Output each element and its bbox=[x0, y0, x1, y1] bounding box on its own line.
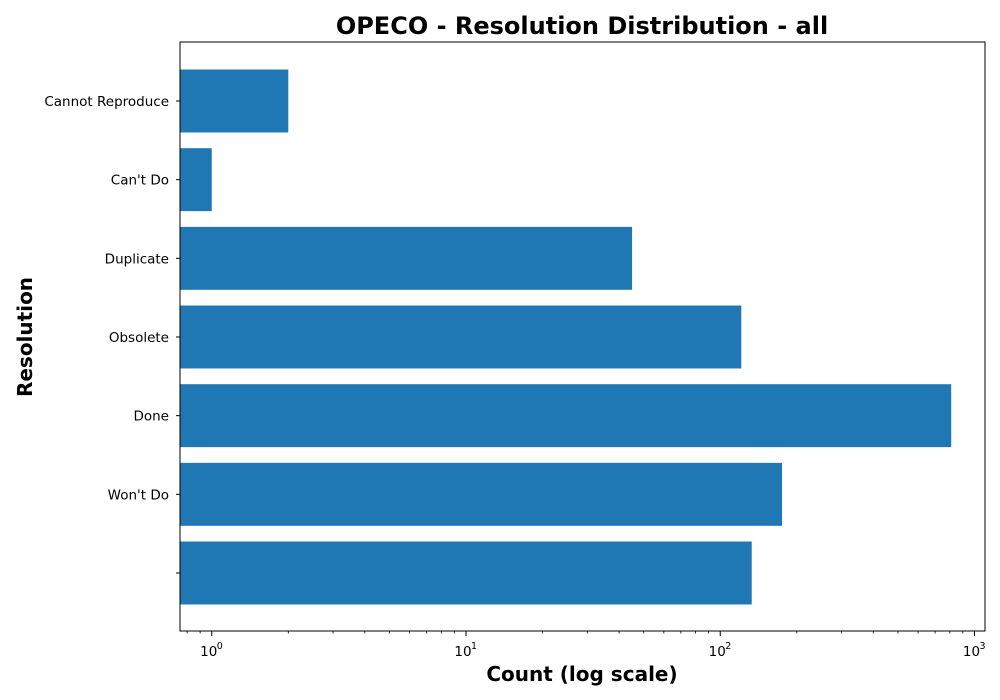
bar bbox=[180, 69, 289, 133]
x-tick-label: 10 bbox=[200, 644, 217, 660]
y-tick-label: Can't Do bbox=[111, 173, 169, 189]
x-tick-label: 10 bbox=[454, 644, 471, 660]
x-tick-exponent: 2 bbox=[725, 641, 731, 652]
x-tick-label: 10 bbox=[963, 644, 980, 660]
bar bbox=[180, 226, 633, 290]
x-tick-exponent: 3 bbox=[979, 641, 985, 652]
bars-group bbox=[180, 69, 952, 605]
x-tick-exponent: 1 bbox=[471, 641, 477, 652]
y-tick-label: Obsolete bbox=[109, 330, 169, 346]
bar bbox=[180, 148, 212, 212]
x-axis-label: Count (log scale) bbox=[486, 662, 677, 686]
bar bbox=[180, 384, 952, 448]
y-tick-label: Cannot Reproduce bbox=[44, 94, 169, 110]
y-tick-label: Won't Do bbox=[108, 487, 169, 503]
x-tick-exponent: 0 bbox=[217, 641, 223, 652]
plot-area-frame bbox=[179, 41, 986, 632]
x-tick-label: 10 bbox=[709, 644, 726, 660]
y-tick-label: Done bbox=[133, 409, 169, 425]
bar bbox=[180, 305, 742, 369]
bar bbox=[180, 462, 783, 526]
chart-title: OPECO - Resolution Distribution - all bbox=[336, 12, 828, 40]
y-axis-label: Resolution bbox=[13, 277, 37, 397]
y-axis-ticks: Won't Do Done Obsolete Duplicate Can't Do Can… bbox=[44, 94, 180, 574]
x-axis-ticks: 10 0 10 1 10 2 10 3 bbox=[186, 631, 985, 660]
bar bbox=[180, 541, 752, 605]
y-tick-label: Duplicate bbox=[105, 251, 169, 267]
